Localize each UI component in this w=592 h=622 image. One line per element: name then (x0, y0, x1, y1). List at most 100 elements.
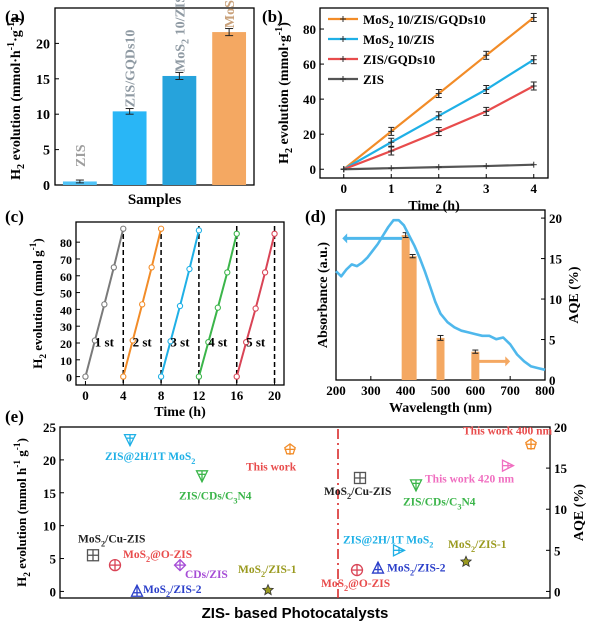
text-run: ) (9, 17, 24, 22)
subscript: 2 (284, 148, 295, 153)
y-tick-label: 20 (303, 127, 316, 142)
data-point (129, 337, 136, 344)
text-run: ZIS-2 (173, 584, 201, 596)
point-label: This work 400 nm (463, 425, 553, 437)
point-label: ZIS@2H/1T MoS2 (343, 534, 433, 549)
superscript: -1 (6, 22, 17, 30)
bar-category-label: MoS2 10/ZIS (173, 0, 191, 72)
point-label: MoS2/ZIS-1 (448, 539, 507, 554)
text-run: / (413, 563, 418, 575)
y-tick-label: 50 (60, 287, 72, 301)
text-run: / (104, 533, 109, 545)
y-tick-label: 80 (60, 236, 72, 250)
bar (112, 111, 147, 185)
data-point (224, 269, 231, 276)
point-label: MoS2/ZIS-2 (143, 584, 202, 599)
point-label: ZIS@2H/1T MoS2 (105, 451, 195, 466)
y-right-tick-label: 5 (554, 543, 561, 558)
text-run: H (30, 359, 45, 369)
data-point (82, 373, 89, 380)
legend-label: MoS2 10/ZIS (363, 32, 435, 51)
legend-label: ZIS (363, 72, 384, 87)
bar-label-group: ZIS/GQDs10 (124, 30, 139, 108)
subscript: 2 (261, 570, 265, 579)
data-point (186, 265, 193, 273)
data-point (110, 264, 117, 271)
bar-category-label: ZIS (74, 144, 89, 167)
y-axis-title-group: H2 evolution (mmol·h-1·g-1) (6, 17, 27, 180)
cycle-label: 1 st (95, 334, 115, 349)
text-run: CDs/ZIS (185, 569, 228, 581)
x-tick-label: 0 (82, 388, 89, 403)
text-run: MoS (238, 564, 261, 576)
text-run: evolution (mmol h (14, 467, 29, 569)
point-label: This work 420 nm (425, 474, 515, 486)
y-tick-label: 30 (60, 320, 72, 334)
text-run: ) (14, 438, 29, 442)
text-run: O-ZIS (161, 549, 192, 561)
point-label: ZIS/CDs/C3N4 (403, 496, 476, 511)
subscript: 2 (16, 164, 27, 169)
subscript: 2 (389, 21, 394, 31)
data-point (120, 225, 127, 232)
text-run: N (237, 490, 246, 502)
subscript: 2 (471, 545, 475, 554)
x-axis-title: Time (h) (154, 405, 206, 420)
text-run: 10/ZIS/GQDs10 (397, 12, 486, 27)
bar-label-group: MoS2 10/ZIS (173, 0, 191, 72)
subscript: 2 (101, 539, 105, 548)
legend-label: MoS2 10/ZIS/GQDs10 (363, 12, 486, 31)
data-point (157, 373, 165, 380)
x-axis-title: Time (h) (408, 199, 460, 214)
subscript: 2 (180, 39, 191, 44)
text-run: / (169, 584, 174, 596)
cycle-label: 2 st (133, 334, 153, 349)
data-point (243, 338, 250, 346)
aqe-bar (436, 337, 445, 380)
y-tick-label: 5 (50, 552, 57, 567)
y-tick-label: 15 (43, 486, 57, 501)
subscript: 2 (389, 41, 394, 51)
bar-label-group: ZIS (74, 144, 89, 167)
text-run: 10/ZIS (173, 0, 188, 35)
aqe-bar (471, 351, 480, 380)
data-point (195, 373, 203, 380)
text-run: evolution (mmol·g (277, 35, 292, 144)
bar (162, 75, 197, 185)
text-run: This work (246, 461, 297, 473)
text-run: g (14, 450, 29, 457)
text-run: H (277, 153, 292, 164)
y-right-tick-label: 20 (554, 420, 567, 435)
x-axis-title: Wavelength (nm) (389, 401, 492, 416)
x-tick-label: 4 (531, 181, 538, 196)
text-run: MoS (448, 539, 471, 551)
y-tick-label: 0 (310, 162, 317, 177)
text-run: Cu-ZIS (354, 486, 391, 498)
y-tick-label: 10 (60, 354, 72, 368)
superscript: -1 (13, 442, 23, 450)
legend-label: ZIS/GQDs10 (363, 52, 435, 67)
y-tick-label: 0 (50, 584, 57, 599)
y-right-tick-label: 10 (554, 502, 567, 517)
y-tick-label: 20 (43, 453, 56, 468)
x-tick-label: 12 (192, 388, 205, 403)
y-tick-label: 80 (303, 22, 316, 37)
data-point (176, 302, 184, 310)
data-point (205, 338, 212, 346)
superscript: -1 (274, 27, 285, 35)
left-axis-arrow-head (342, 233, 348, 244)
cycle-label: 5 st (246, 334, 266, 349)
aqe-bar (408, 256, 417, 380)
x-tick-label: 600 (466, 383, 486, 398)
x-axis-title: Samples (128, 192, 182, 208)
panel-label: (b) (262, 7, 283, 26)
y-axis-title: H2 evolution (mmol·h-1·g-1) (6, 17, 27, 180)
x-tick-label: 0 (341, 181, 348, 196)
text-run: ZIS (74, 144, 89, 167)
y-right-tick-label: 5 (549, 333, 556, 348)
text-run: ZIS/GQDs10 (363, 52, 435, 67)
cycle-label: 3 st (170, 334, 190, 349)
panel-label: (d) (305, 207, 326, 226)
